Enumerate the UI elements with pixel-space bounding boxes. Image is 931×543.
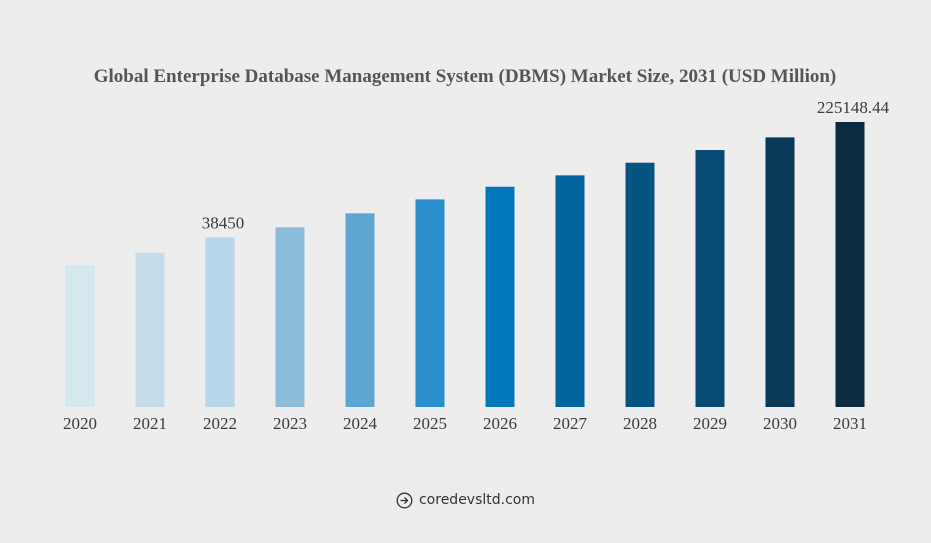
x-tick-label-2028: 2028 — [623, 414, 657, 433]
footer: coredevsltd.com — [0, 488, 931, 512]
x-tick-label-2023: 2023 — [273, 414, 307, 433]
x-tick-label-2020: 2020 — [63, 414, 97, 433]
value-labels-layer: 38450 225148.44 — [202, 98, 890, 232]
bar-2024 — [345, 213, 375, 407]
bar-2030 — [765, 137, 795, 407]
x-tick-label-2026: 2026 — [483, 414, 517, 433]
bar-2021 — [135, 252, 165, 407]
footer-link[interactable]: coredevsltd.com — [418, 492, 536, 508]
bar-2029 — [695, 150, 725, 407]
x-tick-label-2031: 2031 — [833, 414, 867, 433]
x-tick-label-2029: 2029 — [693, 414, 727, 433]
bar-2026 — [485, 186, 515, 407]
x-tick-label-2024: 2024 — [343, 414, 378, 433]
bars-layer — [65, 122, 865, 407]
bar-2020 — [65, 265, 95, 407]
bar-2028 — [625, 162, 655, 407]
chart-title: Global Enterprise Database Management Sy… — [94, 66, 837, 87]
bar-2027 — [555, 175, 585, 407]
x-tick-label-2027: 2027 — [553, 414, 588, 433]
bar-2025 — [415, 199, 445, 407]
x-tick-label-2021: 2021 — [133, 414, 167, 433]
x-tick-label-2030: 2030 — [763, 414, 797, 433]
arrow-circle-right-icon — [396, 492, 413, 509]
bar-chart: Global Enterprise Database Management Sy… — [63, 66, 890, 433]
chart-card: Global Enterprise Database Management Sy… — [12, 52, 914, 440]
bar-2022 — [205, 237, 235, 407]
bar-2031 — [835, 122, 865, 407]
x-axis-ticks: 2020 2021 2022 2023 2024 2025 2026 2027 2028 2029… — [63, 414, 867, 433]
x-tick-label-2025: 2025 — [413, 414, 447, 433]
data-label-2022: 38450 — [202, 213, 245, 232]
data-label-2031: 225148.44 — [817, 98, 890, 117]
bar-2023 — [275, 227, 305, 407]
x-tick-label-2022: 2022 — [203, 414, 237, 433]
